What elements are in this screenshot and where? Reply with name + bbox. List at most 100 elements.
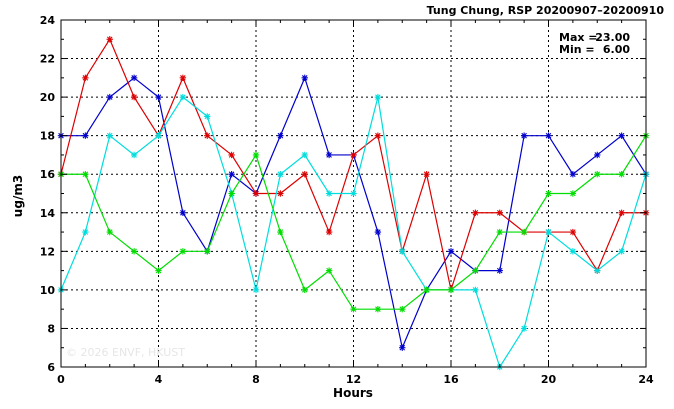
max-label: Max = — [559, 31, 598, 44]
x-tick-label: 8 — [252, 373, 260, 386]
data-point — [301, 151, 308, 159]
y-tick-label: 14 — [40, 207, 56, 220]
data-point — [155, 267, 162, 274]
data-point — [325, 228, 333, 236]
y-tick-label: 22 — [40, 53, 55, 66]
data-point — [179, 93, 187, 101]
data-point — [301, 74, 308, 82]
watermark: © 2026 ENVF, HKUST — [66, 346, 185, 359]
data-point — [618, 171, 625, 178]
y-tick-label: 6 — [47, 361, 55, 374]
stats-box: Max = 23.00 Min = 6.00 — [559, 31, 630, 56]
data-point — [301, 286, 308, 294]
y-tick-label: 10 — [40, 284, 56, 297]
data-point — [252, 151, 260, 159]
chart-title: Tung Chung, RSP 20200907–20200910 — [427, 4, 665, 17]
y-tick-label: 12 — [40, 245, 55, 258]
data-point — [374, 132, 382, 139]
data-point — [594, 267, 601, 274]
data-point — [155, 132, 162, 139]
data-point — [106, 36, 113, 43]
data-point — [374, 305, 382, 313]
x-tick-label: 24 — [638, 373, 654, 386]
y-tick-label: 20 — [40, 91, 56, 104]
data-point — [399, 305, 406, 313]
data-point — [472, 267, 479, 274]
x-tick-label: 4 — [155, 373, 163, 386]
data-point — [228, 171, 235, 178]
y-tick-label: 8 — [47, 322, 55, 335]
data-point — [350, 190, 357, 197]
data-point — [130, 151, 138, 159]
data-point — [496, 267, 503, 274]
y-axis-label: ug/m3 — [11, 175, 25, 217]
data-point — [179, 74, 187, 82]
series-1 — [57, 36, 650, 294]
data-point — [277, 228, 284, 236]
data-point — [252, 190, 260, 197]
data-point — [228, 151, 235, 159]
data-point — [618, 132, 625, 139]
data-point — [82, 171, 89, 178]
data-point — [82, 132, 89, 139]
data-point — [350, 151, 357, 159]
data-point — [594, 151, 601, 159]
data-point — [496, 209, 503, 216]
max-value: 23.00 — [595, 31, 630, 44]
y-tick-label: 16 — [40, 168, 56, 181]
data-point — [374, 228, 382, 236]
y-tick-label: 24 — [40, 14, 56, 27]
data-point — [252, 286, 260, 294]
y-tick-label: 18 — [40, 130, 55, 143]
data-point — [301, 171, 308, 178]
data-point — [618, 209, 625, 216]
data-point — [545, 190, 552, 197]
x-tick-label: 0 — [57, 373, 65, 386]
data-point — [82, 74, 89, 82]
data-point — [472, 286, 479, 294]
data-point — [204, 132, 211, 139]
data-point — [545, 132, 552, 139]
data-point — [82, 228, 89, 236]
data-point — [106, 228, 113, 236]
x-tick-label: 20 — [541, 373, 557, 386]
data-point — [106, 132, 113, 139]
data-point — [228, 190, 235, 197]
data-point — [325, 151, 333, 159]
data-point — [277, 132, 284, 139]
min-label: Min = — [559, 43, 595, 56]
data-point — [594, 171, 601, 178]
data-point — [569, 171, 577, 178]
data-point — [618, 248, 625, 255]
data-point — [106, 93, 113, 101]
data-point — [496, 228, 503, 236]
data-point — [204, 248, 211, 255]
data-point — [520, 228, 528, 236]
data-point — [423, 171, 430, 178]
data-point — [204, 113, 211, 120]
data-point — [325, 267, 333, 274]
data-point — [325, 190, 333, 197]
data-point — [350, 305, 357, 313]
data-point — [569, 248, 577, 255]
data-point — [399, 344, 406, 351]
data-point — [447, 248, 455, 255]
data-point — [569, 228, 577, 236]
data-point — [569, 190, 577, 197]
data-point — [423, 286, 430, 294]
data-point — [399, 248, 406, 255]
series-lines — [57, 36, 650, 371]
data-point — [520, 325, 528, 332]
data-point — [277, 171, 284, 178]
series-2 — [57, 93, 650, 371]
data-point — [179, 248, 187, 255]
data-point — [130, 93, 138, 101]
data-point — [130, 74, 138, 82]
data-point — [545, 228, 552, 236]
data-point — [277, 190, 284, 197]
x-tick-label: 12 — [346, 373, 361, 386]
data-point — [155, 93, 162, 101]
data-point — [472, 209, 479, 216]
